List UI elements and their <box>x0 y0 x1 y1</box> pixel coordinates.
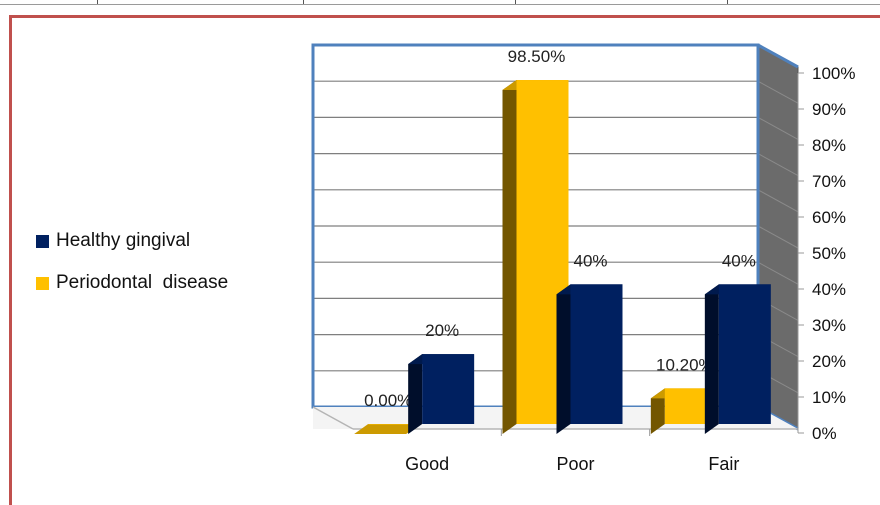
floor-left-edge <box>312 406 354 430</box>
y-tick-label: 10% <box>812 388 846 407</box>
legend-swatch-periodontal <box>36 276 49 290</box>
side-grid-line <box>757 153 799 177</box>
data-label-healthy-poor: 40% <box>573 251 607 270</box>
legend-item-periodontal: Periodontal disease <box>36 262 228 304</box>
x-tick-label: Poor <box>556 454 594 474</box>
bar-side-healthy-good <box>408 354 423 434</box>
y-tick-label: 50% <box>812 244 846 263</box>
y-tick-label: 40% <box>812 280 846 299</box>
data-label-healthy-good: 20% <box>425 321 459 340</box>
side-grid-line <box>757 261 799 285</box>
x-tick-label: Good <box>405 454 449 474</box>
bar-healthy-good <box>422 354 475 424</box>
bar-healthy-poor <box>570 284 623 424</box>
bar-healthy-fair <box>718 284 771 424</box>
plot-border-diagonal <box>757 43 799 69</box>
top-frame-tick <box>515 0 516 4</box>
bar-periodontal-good <box>368 424 421 425</box>
x-tick-label: Fair <box>708 454 739 474</box>
y-tick-label: 100% <box>812 64 855 83</box>
bar-side-periodontal-poor <box>502 80 517 435</box>
chart-frame-border <box>9 15 880 505</box>
legend-label-healthy: Healthy gingival <box>56 230 191 251</box>
top-frame-tick <box>727 0 728 4</box>
top-frame-line <box>0 0 880 5</box>
bar-top-periodontal-good <box>354 424 421 434</box>
side-grid-line <box>757 116 799 140</box>
data-label-periodontal-good: 0.00% <box>364 391 412 410</box>
y-tick-label: 80% <box>812 136 846 155</box>
top-frame-tick <box>303 0 304 4</box>
y-tick-label: 60% <box>812 208 846 227</box>
bar-side-healthy-fair <box>704 284 719 434</box>
side-grid-line <box>757 80 799 104</box>
y-tick-label: 70% <box>812 172 846 191</box>
bar-side-healthy-poor <box>556 284 571 434</box>
bar-chart: 0% 10% 20% 30% 40% 50% 60% 70% 80% 90% 100% Good Poo… <box>311 43 855 474</box>
side-grid-line <box>757 189 799 213</box>
data-label-periodontal-poor: 98.50% <box>508 47 566 66</box>
legend-label-periodontal: Periodontal disease <box>56 272 229 293</box>
top-frame-tick <box>97 0 98 4</box>
y-tick-label: 20% <box>812 352 846 371</box>
chart-legend: Healthy gingival Periodontal disease <box>36 220 228 304</box>
y-tick-label: 90% <box>812 100 846 119</box>
data-label-periodontal-fair: 10.20% <box>656 355 714 374</box>
y-tick-label: 30% <box>812 316 846 335</box>
legend-swatch-healthy <box>36 234 49 248</box>
bar-side-periodontal-fair <box>650 388 665 434</box>
legend-item-healthy: Healthy gingival <box>36 220 228 262</box>
y-tick-label: 0% <box>812 424 837 443</box>
data-label-healthy-fair: 40% <box>722 251 756 270</box>
side-grid-line <box>757 225 799 249</box>
